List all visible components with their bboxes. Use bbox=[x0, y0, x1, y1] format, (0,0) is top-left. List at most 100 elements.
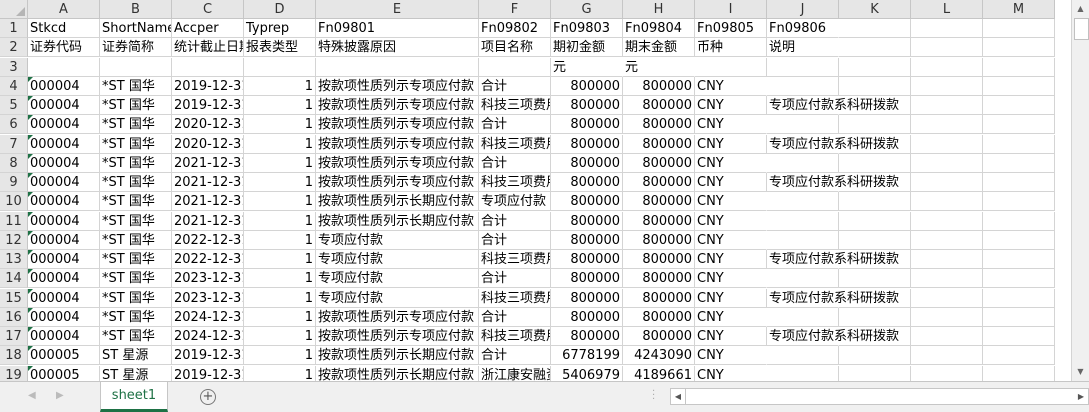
cell-J11[interactable] bbox=[767, 211, 839, 231]
cell-H4[interactable]: 800000 bbox=[623, 76, 695, 96]
cell-C5[interactable]: 2019-12-31 bbox=[172, 96, 244, 115]
cell-I6[interactable]: CNY bbox=[695, 115, 767, 135]
cell-G2[interactable]: 期初金额 bbox=[551, 38, 623, 58]
row-header[interactable]: 12 bbox=[0, 230, 28, 250]
cell-B6[interactable]: *ST 国华 bbox=[100, 115, 172, 135]
cell-J3[interactable] bbox=[767, 57, 839, 77]
cell-C2[interactable]: 统计截止日期 bbox=[172, 38, 244, 58]
cell-C15[interactable]: 2023-12-31 bbox=[172, 288, 244, 308]
cell-B11[interactable]: *ST 国华 bbox=[100, 211, 172, 231]
cell-A3[interactable] bbox=[28, 57, 100, 77]
cell-L18[interactable] bbox=[911, 346, 983, 366]
row-header[interactable]: 1 bbox=[0, 19, 28, 38]
cell-E12[interactable]: 专项应付款 bbox=[316, 230, 479, 250]
column-header-F[interactable]: F bbox=[479, 0, 551, 19]
cell-C10[interactable]: 2021-12-31 bbox=[172, 192, 244, 212]
cell-I4[interactable]: CNY bbox=[695, 77, 767, 96]
cell-C11[interactable]: 2021-12-31 bbox=[172, 211, 244, 231]
vertical-scroll-thumb[interactable] bbox=[1074, 18, 1089, 40]
cell-F7[interactable]: 科技三项费用 bbox=[479, 134, 551, 154]
cell-J5[interactable]: 专项应付款系科研拨款 bbox=[767, 98, 900, 115]
cell-F6[interactable]: 合计 bbox=[479, 115, 551, 135]
cell-H9[interactable]: 800000 bbox=[623, 173, 695, 192]
cell-L1[interactable] bbox=[911, 19, 983, 38]
cell-J4[interactable] bbox=[767, 76, 839, 96]
row-header[interactable]: 16 bbox=[0, 307, 28, 327]
cell-F5[interactable]: 科技三项费用 bbox=[479, 96, 551, 115]
cell-M7[interactable] bbox=[983, 134, 1055, 154]
cell-J6[interactable] bbox=[767, 115, 839, 135]
cell-A5[interactable]: 000004 bbox=[28, 96, 100, 115]
cell-D19[interactable]: 1 bbox=[244, 365, 316, 381]
cell-A2[interactable]: 证券代码 bbox=[28, 38, 100, 58]
cell-L6[interactable] bbox=[911, 115, 983, 135]
row-header[interactable]: 13 bbox=[0, 250, 28, 269]
cell-G13[interactable]: 800000 bbox=[551, 250, 623, 269]
cell-L17[interactable] bbox=[911, 327, 983, 346]
cell-E10[interactable]: 按款项性质列示长期应付款 bbox=[316, 192, 479, 212]
next-sheet-icon[interactable]: ▶ bbox=[56, 390, 64, 401]
cell-I12[interactable]: CNY bbox=[695, 231, 767, 250]
column-header-L[interactable]: L bbox=[911, 0, 983, 19]
cell-A12[interactable]: 000004 bbox=[28, 230, 100, 250]
cell-F15[interactable]: 科技三项费用 bbox=[479, 288, 551, 308]
cell-I11[interactable]: CNY bbox=[695, 212, 767, 231]
cell-L9[interactable] bbox=[911, 173, 983, 192]
cell-K10[interactable] bbox=[839, 192, 911, 212]
cell-L11[interactable] bbox=[911, 211, 983, 231]
cell-J1[interactable]: Fn09806 bbox=[767, 19, 839, 38]
column-header-G[interactable]: G bbox=[551, 0, 623, 19]
cell-H8[interactable]: 800000 bbox=[623, 153, 695, 173]
cell-F18[interactable]: 合计 bbox=[479, 346, 551, 366]
vertical-scrollbar[interactable]: ▲ ▼ bbox=[1071, 0, 1089, 381]
cell-F11[interactable]: 合计 bbox=[479, 211, 551, 231]
cell-C3[interactable] bbox=[172, 57, 244, 77]
cell-K16[interactable] bbox=[839, 307, 911, 327]
cell-F1[interactable]: Fn09802 bbox=[479, 19, 551, 38]
cell-I19[interactable]: CNY bbox=[695, 366, 767, 382]
cell-G8[interactable]: 800000 bbox=[551, 153, 623, 173]
cell-I8[interactable]: CNY bbox=[695, 154, 767, 173]
cell-B10[interactable]: *ST 国华 bbox=[100, 192, 172, 212]
cell-D11[interactable]: 1 bbox=[244, 211, 316, 231]
cell-M6[interactable] bbox=[983, 115, 1055, 135]
cell-B9[interactable]: *ST 国华 bbox=[100, 173, 172, 192]
cell-M2[interactable] bbox=[983, 38, 1055, 58]
cell-M4[interactable] bbox=[983, 76, 1055, 96]
cell-A17[interactable]: 000004 bbox=[28, 327, 100, 346]
cell-D17[interactable]: 1 bbox=[244, 327, 316, 346]
cell-I17[interactable]: CNY bbox=[695, 327, 767, 346]
cell-G11[interactable]: 800000 bbox=[551, 211, 623, 231]
cell-J7[interactable]: 专项应付款系科研拨款 bbox=[767, 136, 900, 154]
cell-F9[interactable]: 科技三项费用 bbox=[479, 173, 551, 192]
cell-F13[interactable]: 科技三项费用 bbox=[479, 250, 551, 269]
cell-K4[interactable] bbox=[839, 76, 911, 96]
cell-M13[interactable] bbox=[983, 250, 1055, 269]
cell-H14[interactable]: 800000 bbox=[623, 269, 695, 289]
cell-K14[interactable] bbox=[839, 269, 911, 289]
cell-M3[interactable] bbox=[983, 57, 1055, 77]
cell-I2[interactable]: 币种 bbox=[695, 38, 767, 58]
row-header[interactable]: 18 bbox=[0, 346, 28, 366]
cell-I1[interactable]: Fn09805 bbox=[695, 19, 767, 38]
cell-D15[interactable]: 1 bbox=[244, 288, 316, 308]
cell-D1[interactable]: Typrep bbox=[244, 19, 316, 38]
cell-C19[interactable]: 2019-12-31 bbox=[172, 365, 244, 381]
cell-M10[interactable] bbox=[983, 192, 1055, 212]
select-all-corner[interactable] bbox=[0, 0, 28, 19]
cell-G5[interactable]: 800000 bbox=[551, 96, 623, 115]
cell-D5[interactable]: 1 bbox=[244, 96, 316, 115]
cell-F4[interactable]: 合计 bbox=[479, 76, 551, 96]
cell-C1[interactable]: Accper bbox=[172, 19, 244, 38]
cell-B5[interactable]: *ST 国华 bbox=[100, 96, 172, 115]
cell-C4[interactable]: 2019-12-31 bbox=[172, 76, 244, 96]
cell-A4[interactable]: 000004 bbox=[28, 76, 100, 96]
column-header-I[interactable]: I bbox=[695, 0, 767, 19]
cell-G4[interactable]: 800000 bbox=[551, 76, 623, 96]
cell-D4[interactable]: 1 bbox=[244, 76, 316, 96]
cell-E1[interactable]: Fn09801 bbox=[316, 19, 479, 38]
spreadsheet-grid[interactable]: A B C D E F G H I J K L M 1 Stkcd ShortName Accper Typrep… bbox=[0, 0, 1071, 381]
cell-H13[interactable]: 800000 bbox=[623, 250, 695, 269]
cell-F14[interactable]: 合计 bbox=[479, 269, 551, 289]
cell-G12[interactable]: 800000 bbox=[551, 230, 623, 250]
